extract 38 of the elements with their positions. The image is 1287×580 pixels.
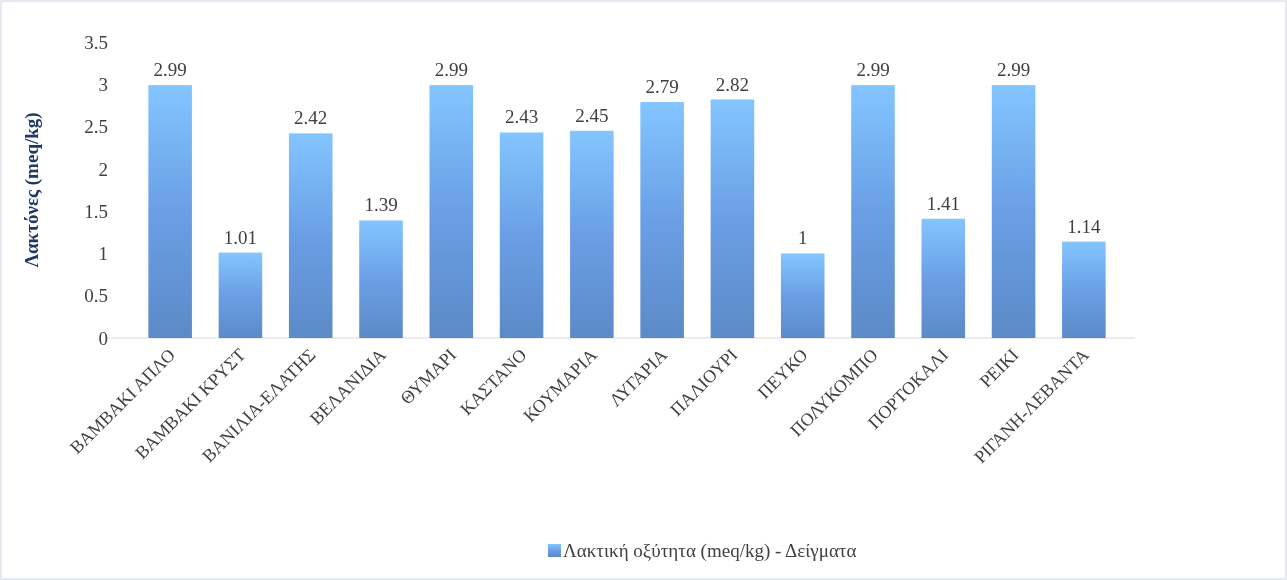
bar	[991, 85, 1036, 338]
bar	[499, 132, 544, 338]
y-tick-label: 0.5	[84, 285, 108, 307]
data-label: 2.45	[575, 104, 609, 126]
bar	[851, 85, 895, 338]
bar	[640, 102, 684, 338]
bar	[570, 130, 614, 338]
y-tick-label: 3.5	[84, 31, 108, 53]
data-label: 2.99	[996, 59, 1031, 81]
y-axis-title: Λακτόνες (meq/kg)	[21, 112, 43, 268]
y-tick-label: 0	[98, 327, 108, 349]
data-label: 2.99	[434, 59, 468, 81]
y-tick-label: 1	[98, 243, 108, 265]
bar	[359, 220, 403, 338]
bar	[148, 85, 192, 338]
data-label: 2.43	[504, 106, 539, 128]
legend-label: Λακτική οξύτητα (meq/kg) - Δείγματα	[563, 539, 857, 562]
y-tick-label: 2	[98, 158, 108, 180]
data-label: 1	[797, 227, 808, 249]
bar	[288, 133, 333, 338]
bar	[429, 85, 474, 338]
data-label: 2.79	[645, 76, 679, 98]
y-tick-label: 2.5	[84, 116, 108, 138]
bar	[780, 253, 825, 338]
data-label: 1.14	[1067, 215, 1101, 237]
y-tick-label: 1.5	[84, 200, 108, 222]
data-label: 2.42	[294, 107, 328, 129]
data-label: 1.01	[223, 226, 258, 248]
data-label: 1.41	[926, 192, 960, 214]
data-label: 2.99	[856, 59, 890, 81]
bar	[710, 99, 755, 338]
bar	[218, 252, 263, 338]
data-label: 2.99	[153, 59, 187, 81]
data-label: 1.39	[364, 194, 398, 216]
bar	[921, 218, 966, 338]
y-tick-label: 3	[98, 73, 108, 95]
bar	[1062, 241, 1106, 338]
data-label: 2.82	[715, 73, 750, 95]
